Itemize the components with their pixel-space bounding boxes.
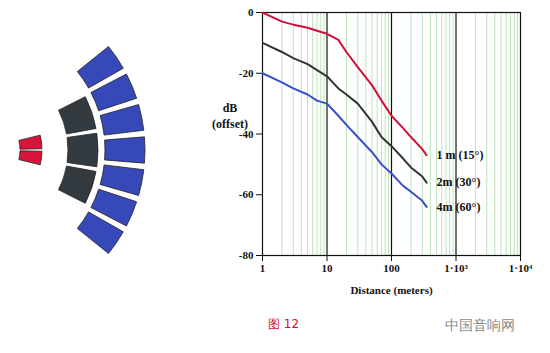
svg-text:10: 10 [322,262,334,274]
svg-text:-60: -60 [239,188,254,200]
svg-text:1·10³: 1·10³ [444,262,468,274]
svg-text:1: 1 [260,262,266,274]
svg-text:-20: -20 [239,67,254,79]
svg-text:0: 0 [248,6,254,18]
svg-text:-80: -80 [239,249,254,261]
svg-text:2m (30°): 2m (30°) [437,175,481,189]
html-text:中国音响网: 中国音响网 [445,317,515,333]
svg-text:Distance (meters): Distance (meters) [350,284,432,297]
html-text:dB: dB [222,101,238,115]
svg-text:1·10⁴: 1·10⁴ [509,262,533,274]
svg-text:100: 100 [383,262,400,274]
html-text:图 12: 图 12 [268,317,300,331]
svg-text:1 m (15°): 1 m (15°) [437,148,484,162]
html-text:(offset): (offset) [212,117,248,131]
svg-text:4m (60°): 4m (60°) [437,200,481,214]
svg-text:-40: -40 [238,127,254,140]
